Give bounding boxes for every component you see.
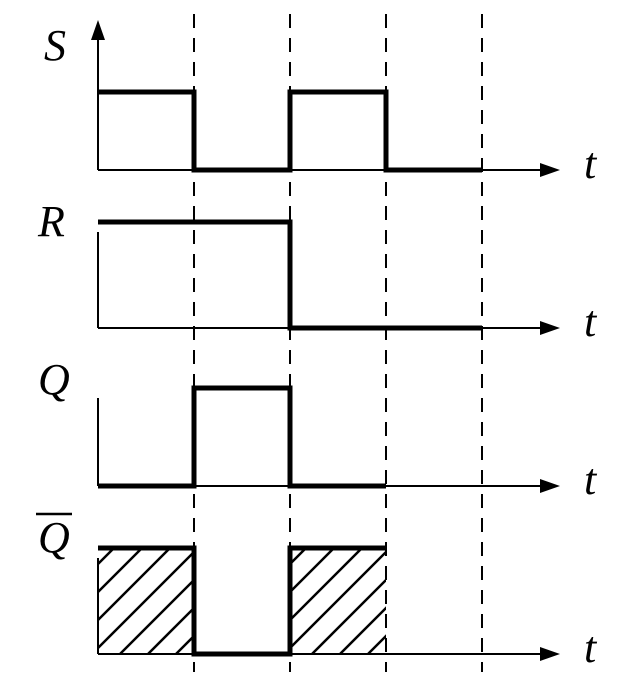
s-time-label: t	[584, 139, 598, 188]
timing-diagram: StRtQtQt	[0, 0, 620, 682]
qbar-time-label: t	[584, 623, 598, 672]
qbar-label: Q	[38, 513, 70, 562]
r-waveform	[98, 222, 482, 328]
qbar-t-arrow	[540, 647, 560, 661]
signal-r: Rt	[37, 197, 598, 346]
s-label: S	[44, 21, 66, 70]
s-y-arrow	[91, 20, 105, 40]
s-t-arrow	[540, 163, 560, 177]
signal-q: Qt	[38, 355, 598, 504]
r-label: R	[37, 197, 65, 246]
q-t-arrow	[540, 479, 560, 493]
r-time-label: t	[584, 297, 598, 346]
signal-qbar: Qt	[0, 513, 598, 672]
q-label: Q	[38, 355, 70, 404]
s-waveform	[98, 92, 482, 170]
qbar-waveform	[98, 548, 386, 654]
signal-s: St	[44, 20, 598, 188]
q-time-label: t	[584, 455, 598, 504]
r-t-arrow	[540, 321, 560, 335]
hatch-qbar	[0, 548, 586, 654]
q-waveform	[98, 388, 386, 486]
